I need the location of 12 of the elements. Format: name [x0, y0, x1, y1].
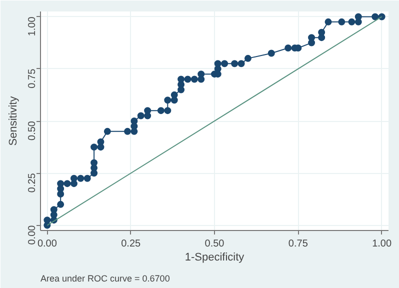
x-axis-title: 1-Specificity [184, 252, 245, 264]
x-tick-label: 1.00 [372, 238, 392, 250]
y-tick-label: 0.50 [27, 120, 38, 140]
y-tick-label: 0.25 [27, 172, 38, 193]
x-tick-label: 0.25 [121, 238, 142, 250]
y-tick-label: 0.75 [27, 68, 38, 88]
x-tick-label: 0.75 [288, 238, 308, 250]
x-tick-label: 0.00 [37, 238, 58, 250]
text: Area under ROC curve = 0.6700 [40, 274, 170, 284]
y-axis-title: Sensitivity [8, 96, 20, 146]
x-tick-label: 0.50 [204, 238, 225, 250]
y-tick-label: 1.00 [27, 16, 38, 36]
